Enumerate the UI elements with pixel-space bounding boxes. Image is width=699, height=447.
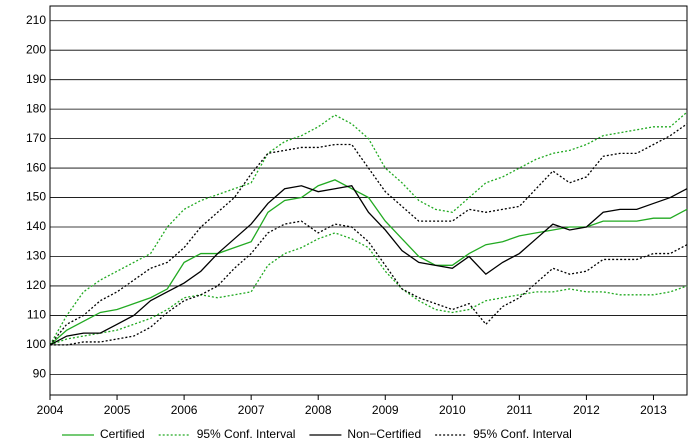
y-tick-label: 110 [27, 308, 46, 322]
x-tick-label: 2006 [171, 403, 198, 417]
y-tick-label: 130 [26, 249, 46, 263]
data-line [49, 123, 688, 346]
legend-label: 95% Conf. Interval [473, 427, 572, 441]
x-tick-label: 2005 [104, 403, 131, 417]
x-tick-label: 2011 [506, 403, 532, 417]
y-tick-label: 190 [26, 72, 46, 86]
legend-label: Non−Certified [347, 427, 421, 441]
plot-frame [49, 5, 688, 396]
x-tick-label: 2012 [573, 403, 600, 417]
x-tick-label: 2013 [640, 403, 667, 417]
legend-label: 95% Conf. Interval [197, 427, 296, 441]
data-line [49, 179, 688, 346]
y-tick-label: 140 [26, 219, 46, 233]
y-tick-label: 180 [26, 101, 46, 115]
legend-label: Certified [100, 427, 145, 441]
x-tick-label: 2008 [305, 403, 332, 417]
y-tick-label: 150 [26, 190, 46, 204]
x-tick-label: 2004 [37, 403, 64, 417]
x-tick-label: 2009 [372, 403, 399, 417]
data-line [49, 232, 688, 346]
y-tick-label: 120 [26, 278, 46, 292]
y-tick-label: 100 [26, 337, 46, 351]
data-line [49, 185, 688, 346]
y-tick-label: 90 [33, 367, 47, 381]
data-line [50, 220, 688, 346]
y-tick-label: 200 [26, 42, 46, 56]
y-tick-label: 160 [26, 160, 46, 174]
y-tick-label: 210 [26, 13, 46, 27]
x-tick-label: 2010 [439, 403, 466, 417]
x-tick-label: 2007 [238, 403, 265, 417]
y-tick-label: 170 [26, 131, 46, 145]
data-line [49, 111, 688, 346]
